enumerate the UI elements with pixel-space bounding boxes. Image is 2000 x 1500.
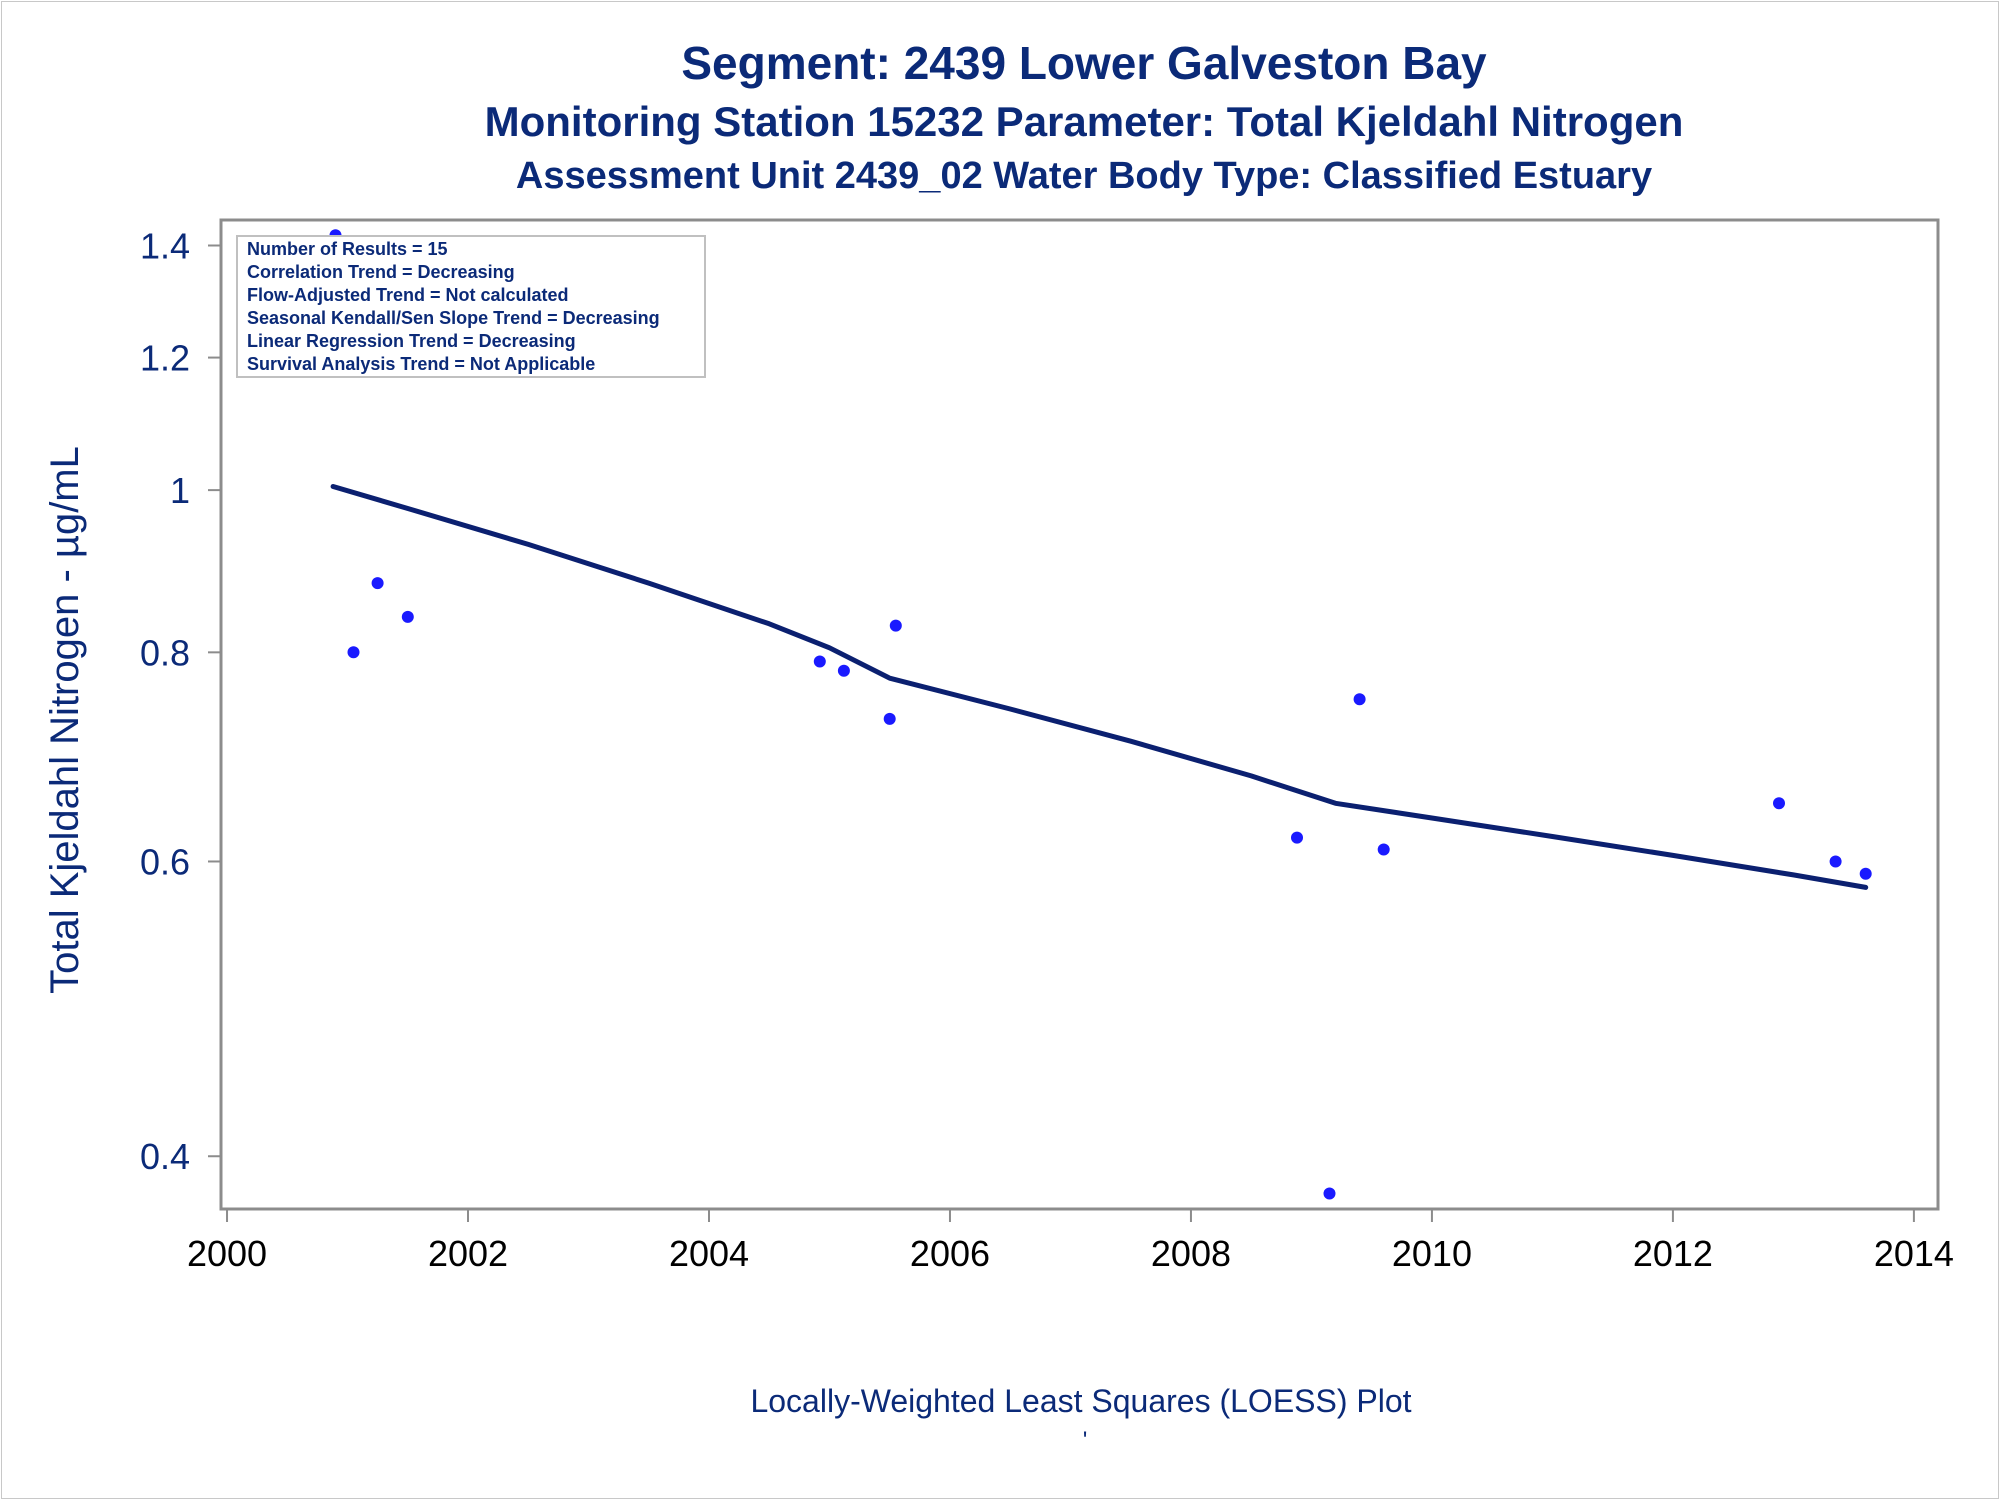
chart-subtitle-2: Assessment Unit 2439_02 Water Body Type:…	[515, 155, 1653, 197]
plot-area-border	[219, 218, 1940, 1211]
stats-line: Survival Analysis Trend = Not Applicable	[247, 354, 595, 374]
data-point	[813, 655, 826, 668]
y-tick-label: 1	[170, 470, 190, 511]
data-point	[1291, 831, 1303, 844]
chart-title: Segment: 2439 Lower Galveston Bay	[681, 37, 1487, 89]
stats-line: Linear Regression Trend = Decreasing	[247, 331, 576, 351]
data-point	[401, 610, 414, 623]
stats-line: Number of Results = 15	[247, 239, 448, 259]
loess-line	[330, 484, 1869, 890]
y-tick-label: 1.4	[140, 226, 190, 267]
data-point	[347, 646, 360, 659]
loess-layer	[330, 484, 1869, 890]
stats-box-border	[236, 235, 706, 378]
x-tick-label: 2006	[910, 1233, 990, 1274]
data-point	[1859, 867, 1872, 880]
points-layer	[329, 229, 1872, 1200]
data-point	[1829, 855, 1842, 868]
data-point	[1773, 797, 1785, 810]
x-tick-label: 2008	[1151, 1233, 1231, 1274]
data-point	[1323, 1187, 1336, 1200]
data-point	[1353, 693, 1366, 706]
stats-line: Correlation Trend = Decreasing	[247, 262, 515, 282]
axes-layer: 2000 2002 2004 2006 2008 2010 2012 2014 0.4 0.6 0.…	[140, 218, 1954, 1274]
chart-subtitle: Monitoring Station 15232 Parameter: Tota…	[484, 98, 1684, 145]
x-tick-label: 2004	[669, 1233, 749, 1274]
stats-line: Flow-Adjusted Trend = Not calculated	[247, 285, 569, 305]
x-tick-label: 2010	[1392, 1233, 1472, 1274]
y-tick-label: 1.2	[140, 338, 190, 379]
y-tick-label: 0.8	[140, 632, 190, 673]
x-tick-label: 2000	[187, 1233, 267, 1274]
stats-line: Seasonal Kendall/Sen Slope Trend = Decre…	[247, 308, 660, 328]
data-point	[889, 619, 902, 632]
x-tick-label: 2002	[428, 1233, 508, 1274]
plot-type-label: Locally-Weighted Least Squares (LOESS) P…	[750, 1383, 1411, 1419]
data-point	[883, 712, 896, 725]
footnote-mark: '	[1083, 1427, 1088, 1454]
y-tick-label: 0.4	[140, 1136, 190, 1177]
y-axis-label: Total Kjeldahl Nitrogen - µg/mL	[43, 446, 87, 994]
x-tick-label: 2014	[1874, 1233, 1954, 1274]
y-tick-label: 0.6	[140, 841, 190, 882]
data-point	[371, 577, 384, 590]
x-tick-label: 2012	[1633, 1233, 1713, 1274]
stats-box: Number of Results = 15 Correlation Trend…	[236, 235, 706, 378]
data-point	[1377, 843, 1390, 856]
data-point	[837, 664, 850, 677]
